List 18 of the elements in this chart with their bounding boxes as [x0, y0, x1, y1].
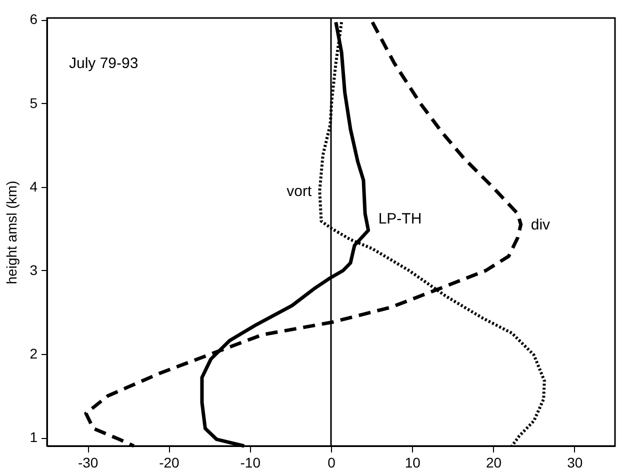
x-tick-label: -20	[159, 454, 180, 470]
series-label: vort	[286, 183, 312, 200]
series-label: LP-TH	[378, 210, 422, 228]
y-tick-label: 4	[30, 178, 38, 194]
y-tick-label: 1	[30, 429, 38, 446]
y-tick-label: 2	[30, 346, 38, 362]
y-tick-label: 6	[30, 11, 38, 28]
x-tick-label: 10	[404, 454, 421, 470]
series-label: div	[530, 216, 551, 234]
x-tick-label: -10	[240, 454, 261, 470]
y-tick-label: 5	[30, 94, 38, 111]
x-tick-label: 30	[567, 454, 583, 470]
x-tick-label: 20	[486, 454, 502, 470]
y-tick-label: 3	[30, 262, 38, 278]
x-tick-label: -30	[78, 454, 98, 470]
x-tick-label: 0	[328, 454, 336, 470]
annotation: July 79-93	[69, 55, 138, 72]
y-axis-title: height amsl (km)	[4, 180, 20, 284]
